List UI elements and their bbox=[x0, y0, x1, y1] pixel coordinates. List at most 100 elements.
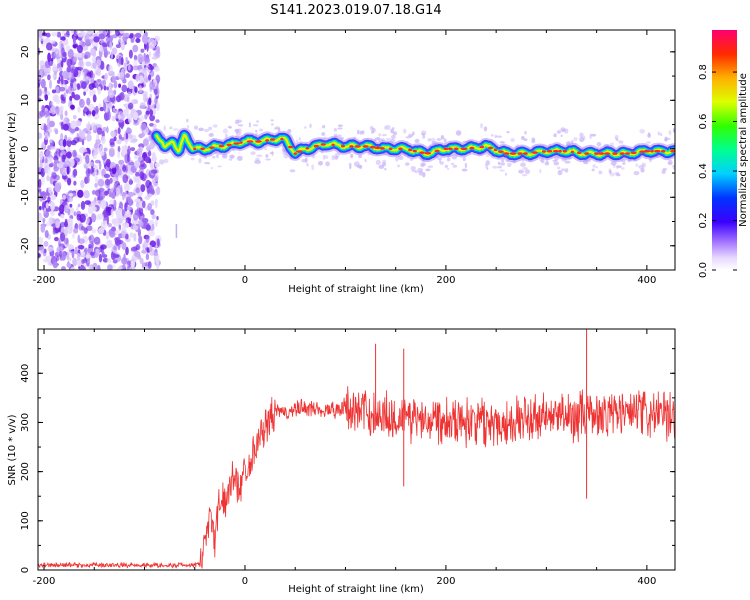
spectrogram-faint-cell bbox=[427, 138, 432, 142]
spectrogram-noise-cell bbox=[155, 219, 158, 227]
spectrogram-faint-cell bbox=[324, 155, 329, 160]
spectrogram-peak-cell bbox=[239, 141, 243, 144]
spectrogram-noise-cell bbox=[65, 45, 71, 52]
spectrogram-faint-cell bbox=[672, 164, 675, 168]
spectrogram-noise-cell bbox=[134, 160, 140, 169]
spectrogram-faint-cell bbox=[500, 162, 505, 166]
spectrogram-peak-cell bbox=[246, 140, 254, 143]
y-tick-label: 100 bbox=[20, 511, 31, 530]
spectrogram-faint-cell bbox=[579, 136, 585, 143]
spectrogram-noise-cell bbox=[107, 30, 111, 39]
spectrogram-noise-cell bbox=[126, 127, 132, 135]
spectrogram-noise-cell bbox=[155, 119, 160, 123]
spectrogram-peak-cell bbox=[517, 152, 523, 155]
spectrogram-noise-cell bbox=[100, 244, 107, 250]
spectrogram-noise-cell bbox=[125, 56, 128, 63]
spectrogram-noise-cell bbox=[156, 101, 160, 112]
spectrogram-peak-cell bbox=[419, 151, 425, 154]
spectrogram-noise-cell bbox=[118, 134, 122, 140]
spectrogram-peak-cell bbox=[265, 139, 270, 142]
spectrogram-noise-cell bbox=[57, 79, 61, 84]
spectrogram-peak-cell bbox=[604, 152, 611, 155]
spectrogram-noise-cell bbox=[95, 248, 100, 253]
spectrogram-peak-cell bbox=[598, 152, 605, 155]
spectrogram-noise-cell bbox=[44, 132, 49, 141]
spectrogram-noise-cell bbox=[155, 256, 160, 266]
spectrogram-faint-cell bbox=[447, 168, 450, 170]
spectrogram-noise-cell bbox=[101, 168, 106, 177]
spectrogram-faint-cell bbox=[385, 124, 391, 130]
spectrogram-faint-cell bbox=[412, 131, 415, 136]
spectrogram-faint-cell bbox=[540, 158, 545, 164]
spectrogram-noise-cell bbox=[72, 44, 77, 49]
spectrogram-faint-cell bbox=[333, 127, 337, 132]
spectrogram-peak-cell bbox=[454, 147, 459, 151]
spectrogram-noise-cell bbox=[45, 166, 52, 176]
spectrogram-peak-cell bbox=[479, 145, 485, 149]
spectrogram-noise-cell bbox=[141, 58, 145, 62]
spectrogram-noise-cell bbox=[79, 213, 86, 223]
spectrogram-noise-cell bbox=[104, 72, 108, 81]
spectrogram-faint-cell bbox=[446, 158, 451, 162]
spectrogram-noise-cell bbox=[77, 51, 82, 58]
spectrogram-noise-cell bbox=[127, 64, 131, 71]
spectrogram-faint-cell bbox=[635, 163, 639, 167]
spectrogram-faint-cell bbox=[672, 167, 675, 170]
spectrogram-faint-cell bbox=[561, 168, 565, 172]
spectrogram-noise-cell bbox=[60, 94, 64, 101]
spectrogram-noise-cell bbox=[60, 75, 64, 85]
spectrogram-noise-cell bbox=[84, 51, 91, 59]
spectrogram-faint-cell bbox=[172, 128, 179, 131]
spectrogram-noise-cell bbox=[76, 83, 81, 91]
spectrogram-noise-cell bbox=[73, 30, 77, 35]
spectrogram-noise-cell bbox=[62, 139, 67, 148]
spectrogram-noise-cell bbox=[55, 105, 60, 115]
spectrogram-noise-cell bbox=[118, 55, 122, 65]
x-tick-label: 200 bbox=[436, 576, 455, 587]
spectrogram-faint-cell bbox=[645, 141, 652, 144]
spectrogram-faint-cell bbox=[608, 168, 612, 174]
spectrogram-noise-cell bbox=[104, 178, 111, 186]
spectrogram-faint-cell bbox=[648, 131, 650, 137]
spectrogram-noise-cell bbox=[118, 114, 121, 120]
spectrogram-faint-cell bbox=[194, 125, 198, 130]
spectrogram-noise-cell bbox=[146, 248, 150, 253]
spectrogram-peak-cell bbox=[630, 151, 637, 155]
spectrogram-faint-cell bbox=[235, 132, 242, 136]
spectrogram-noise-cell bbox=[148, 150, 152, 157]
spectrogram-faint-cell bbox=[265, 154, 269, 158]
spectrogram-noise-cell bbox=[112, 254, 120, 258]
spectrogram-noise-cell bbox=[155, 85, 159, 90]
y-tick-label: -10 bbox=[20, 189, 31, 205]
spectrogram-noise-cell bbox=[111, 84, 114, 88]
spectrogram-faint-cell bbox=[198, 127, 204, 132]
spectrogram-noise-cell bbox=[132, 65, 139, 71]
spectrogram-noise-cell bbox=[84, 247, 88, 254]
spectrogram-noise-cell bbox=[107, 103, 113, 109]
spectrogram-faint-cell bbox=[256, 154, 263, 158]
spectrogram-noise-cell bbox=[73, 56, 78, 63]
spectrogram-noise-cell bbox=[61, 266, 66, 270]
spectrogram-noise-cell bbox=[145, 57, 151, 64]
spectrogram-faint-cell bbox=[480, 123, 484, 129]
spectrogram-noise-cell bbox=[78, 260, 82, 267]
y-tick-label: 0 bbox=[20, 567, 31, 573]
spectrogram-noise-cell bbox=[38, 132, 43, 140]
spectrogram-noise-cell bbox=[52, 261, 58, 269]
spectrogram-noise-cell bbox=[112, 259, 118, 264]
spectrogram-noise-cell bbox=[43, 67, 49, 73]
spectrogram-noise-cell bbox=[125, 171, 133, 175]
spectrogram-noise-cell bbox=[50, 201, 55, 211]
y-tick-label: 300 bbox=[20, 413, 31, 432]
spectrogram-noise-cell bbox=[147, 261, 152, 269]
spectrogram-noise-cell bbox=[50, 105, 57, 115]
spectrogram-noise-cell bbox=[94, 183, 98, 188]
spectrogram-faint-cell bbox=[186, 125, 190, 129]
spectrogram-noise-cell bbox=[72, 149, 77, 158]
spectrogram-faint-cell bbox=[616, 165, 622, 168]
spectrogram-faint-cell bbox=[664, 136, 668, 142]
spectrogram-noise-cell bbox=[120, 121, 124, 130]
spectrogram-faint-cell bbox=[610, 161, 617, 166]
spectrogram-noise-cell bbox=[93, 36, 100, 43]
spectrogram-noise-cell bbox=[110, 130, 116, 138]
